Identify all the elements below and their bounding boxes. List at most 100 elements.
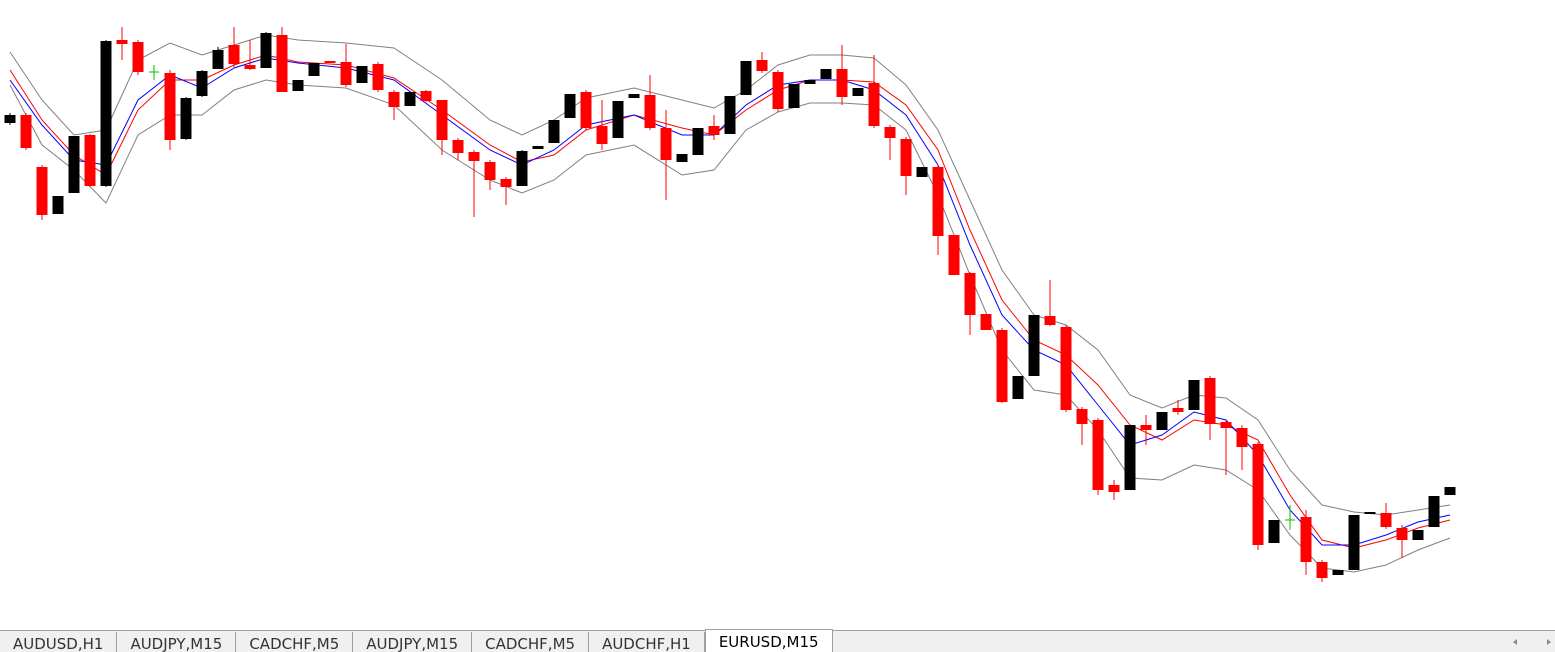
- candle-body: [84, 135, 96, 186]
- candle-body: [484, 162, 496, 180]
- candle-body: [340, 62, 352, 85]
- candle-body: [1188, 380, 1200, 410]
- candle-body: [1172, 408, 1184, 412]
- candle-body: [276, 35, 288, 92]
- candle-body: [1412, 530, 1424, 540]
- candle-body: [164, 73, 176, 140]
- candle-body: [196, 71, 208, 96]
- scroll-left[interactable]: [1513, 639, 1517, 645]
- symbol-tab[interactable]: AUDCHF,H1: [589, 632, 705, 652]
- candle-body: [132, 42, 144, 72]
- candle-body: [660, 128, 672, 160]
- candle-body: [1380, 513, 1392, 527]
- candle-body: [644, 95, 656, 128]
- candle-body: [900, 139, 912, 176]
- candle-body: [1028, 315, 1040, 376]
- candle-body: [68, 136, 80, 193]
- candle-body: [1124, 425, 1136, 490]
- candle-body: [324, 61, 336, 63]
- candle-body: [820, 69, 832, 79]
- chart: [4, 27, 1456, 582]
- candle-body: [356, 66, 368, 83]
- candle-body: [372, 64, 384, 90]
- candle-body: [996, 330, 1008, 402]
- candle-body: [852, 88, 864, 96]
- symbol-tab[interactable]: AUDUSD,H1: [0, 632, 118, 652]
- candle-body: [628, 94, 640, 98]
- candle-body: [500, 179, 512, 187]
- candle-body: [692, 128, 704, 155]
- candle-body: [308, 63, 320, 76]
- candle-body: [20, 115, 32, 148]
- candle-body: [564, 94, 576, 118]
- candle-body: [1220, 422, 1232, 428]
- candle-body: [1060, 327, 1072, 410]
- symbol-tab[interactable]: EURUSD,M15: [704, 629, 833, 652]
- candle-body: [180, 98, 192, 139]
- candle-body: [676, 154, 688, 162]
- candle-body: [404, 92, 416, 106]
- candle-body: [1140, 425, 1152, 430]
- symbol-tab[interactable]: CADCHF,M5: [472, 632, 590, 652]
- candle-body: [804, 80, 816, 84]
- scroll-right[interactable]: [1547, 639, 1551, 645]
- candle-body: [212, 50, 224, 69]
- candle-body: [884, 127, 896, 138]
- candle-body: [708, 126, 720, 135]
- candle-body: [1092, 420, 1104, 490]
- candle-body: [116, 40, 128, 44]
- candle-body: [980, 314, 992, 330]
- symbol-tab[interactable]: CADCHF,M5: [236, 632, 354, 652]
- candle-body: [1044, 316, 1056, 325]
- candle-body: [36, 167, 48, 215]
- candle-body: [1428, 496, 1440, 527]
- candle-body: [1108, 485, 1120, 492]
- indicator-line: [9, 79, 1451, 573]
- candle-body: [740, 61, 752, 95]
- candle-body: [100, 41, 112, 186]
- tab-scroll: [1513, 639, 1551, 645]
- candle-body: [228, 45, 240, 64]
- candle-body: [1332, 570, 1344, 575]
- candle-body: [1204, 378, 1216, 424]
- candle-body: [436, 100, 448, 140]
- candle-body: [532, 146, 544, 149]
- candle-body: [932, 167, 944, 236]
- candle-body: [1444, 487, 1456, 495]
- candle-body: [948, 235, 960, 275]
- tab-bar: AUDUSD,H1 AUDJPY,M15 CADCHF,M5 AUDJPY,M15 CA…: [0, 629, 1555, 652]
- candle-body: [244, 65, 256, 69]
- candle-body: [468, 152, 480, 161]
- candle-body: [548, 120, 560, 143]
- candle-body: [916, 167, 928, 177]
- candle-body: [1076, 409, 1088, 424]
- candle-body: [788, 84, 800, 108]
- candle-body: [420, 91, 432, 101]
- candle-body: [1300, 517, 1312, 562]
- candle-body: [452, 140, 464, 153]
- candle-body: [292, 80, 304, 91]
- symbol-tab[interactable]: AUDJPY,M15: [353, 632, 473, 652]
- candle-body: [1364, 512, 1376, 514]
- candle-body: [1012, 376, 1024, 399]
- candle-body: [1252, 444, 1264, 545]
- symbol-tab[interactable]: AUDJPY,M15: [117, 632, 237, 652]
- candle-body: [596, 126, 608, 144]
- candle-body: [836, 69, 848, 97]
- candle-body: [868, 83, 880, 126]
- candle-body: [1316, 562, 1328, 578]
- candle-body: [580, 92, 592, 128]
- candle-body: [388, 92, 400, 107]
- candle-body: [612, 101, 624, 138]
- candle-body: [1348, 515, 1360, 570]
- candle-body: [1396, 528, 1408, 540]
- candle-body: [964, 273, 976, 315]
- candle-body: [1236, 428, 1248, 447]
- candle-body: [756, 60, 768, 71]
- candle-body: [1156, 412, 1168, 430]
- candle-body: [52, 196, 64, 214]
- candle-body: [516, 151, 528, 186]
- candle-body: [724, 96, 736, 134]
- candle-body: [260, 33, 272, 68]
